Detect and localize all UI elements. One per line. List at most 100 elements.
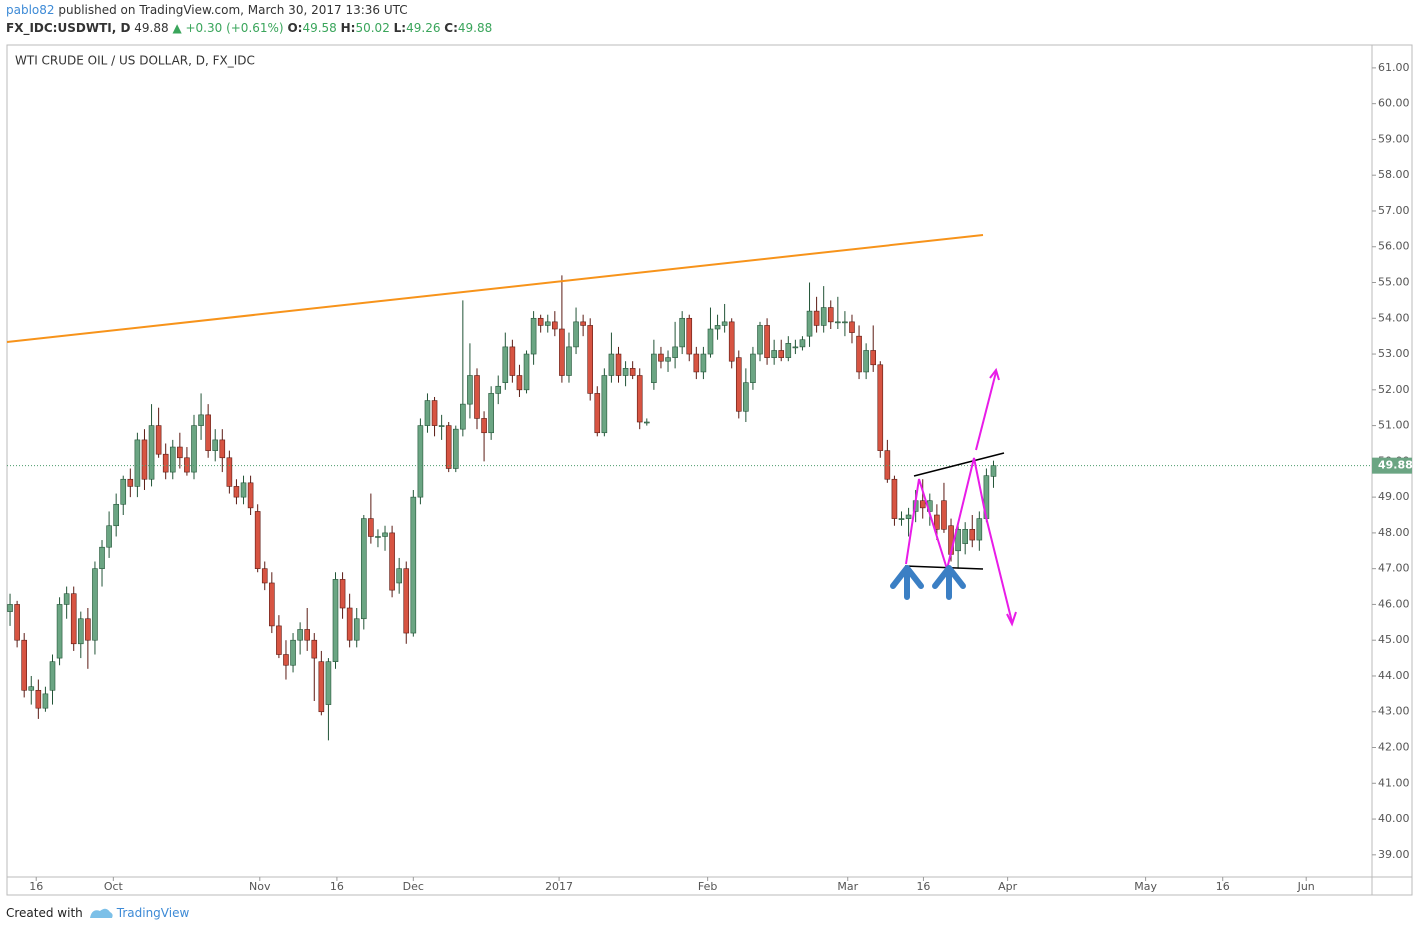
candle-body [877, 364, 884, 451]
candle-body [417, 425, 424, 498]
candle-body [396, 568, 402, 584]
candle-body [544, 321, 551, 326]
candle-body [516, 375, 523, 391]
candle-body [665, 357, 671, 362]
c: C: [444, 21, 458, 35]
x-tick-label: 16 [916, 880, 930, 893]
y-tick-label: 60.00 [1378, 97, 1410, 110]
candle-body [177, 446, 183, 459]
candle-body [375, 536, 381, 538]
candle-body [92, 568, 98, 641]
footer: Created with TradingView [6, 906, 189, 920]
candle-body [785, 343, 792, 358]
candle-body [941, 500, 947, 530]
y-tick-label: 49.00 [1378, 490, 1410, 503]
candle-body [955, 529, 961, 552]
change: ▲ +0.30 (+0.61%) [172, 21, 284, 35]
candle-body [488, 393, 494, 434]
y-tick-label: 56.00 [1378, 240, 1410, 253]
candle-body [898, 518, 905, 520]
candle-body [297, 629, 303, 641]
candle-body [905, 514, 912, 519]
candle-body [184, 457, 190, 473]
candle-body [467, 375, 473, 405]
candle-body [403, 568, 410, 634]
candle-body [707, 328, 714, 355]
candle-body [205, 414, 211, 451]
candle-body [806, 310, 813, 337]
cv: 49.88 [457, 21, 493, 35]
candle-body [934, 514, 940, 530]
candle-body [990, 465, 997, 477]
candle-body [233, 486, 240, 498]
candle-body [587, 325, 594, 394]
candle-body [594, 393, 601, 434]
candle-body [42, 693, 49, 709]
x-tick-label: Oct [104, 880, 124, 893]
candle-body [523, 353, 530, 391]
candle-body [56, 604, 63, 659]
candle-body [389, 532, 395, 591]
candle-body [247, 482, 254, 509]
candle-body [460, 403, 466, 430]
ov: 49.58 [302, 21, 337, 35]
candle-body [162, 453, 169, 473]
candle-body [750, 353, 756, 383]
candle-body [891, 478, 898, 519]
h: H: [340, 21, 356, 35]
frame [6, 44, 1413, 896]
candle-body [325, 661, 332, 705]
o: O: [287, 21, 303, 35]
candle-body [318, 661, 325, 713]
y-tick-label: 55.00 [1378, 276, 1410, 289]
candle-body [382, 532, 388, 537]
candle-body [28, 686, 35, 691]
candle-body [778, 350, 785, 358]
candle-body [63, 593, 70, 605]
symbol-line: FX_IDC:USDWTI, D 49.88 ▲ +0.30 (+0.61%) … [6, 21, 492, 35]
candle-body [7, 604, 13, 612]
candle-body [438, 425, 445, 427]
candle-body [495, 385, 502, 394]
y-tick-label: 42.00 [1378, 741, 1410, 754]
candle-body [21, 639, 27, 691]
candle-body [700, 353, 707, 373]
candle-body [771, 350, 777, 358]
y-tick-label: 51.00 [1378, 419, 1410, 432]
candle-body [615, 353, 622, 376]
x-tick-label: Dec [403, 880, 424, 893]
candle-body [212, 439, 219, 451]
candle-body [863, 350, 869, 373]
brand[interactable]: TradingView [116, 906, 190, 920]
candle-body [629, 368, 636, 376]
candle-body [14, 604, 20, 641]
candle-body [849, 321, 855, 333]
x-tick-label: Jun [1297, 880, 1315, 893]
candle-body [283, 654, 289, 666]
candle-body [290, 639, 296, 666]
candle-body [856, 335, 862, 373]
candle-body [261, 568, 268, 584]
candle-body [481, 418, 487, 434]
candle-body [240, 482, 247, 498]
author[interactable]: pablo82 [6, 3, 55, 17]
candle-body [49, 661, 56, 691]
l: L: [393, 21, 407, 35]
candle-body [99, 546, 105, 569]
candle-body [714, 325, 721, 330]
candle-body [672, 346, 678, 358]
y-tick-label: 46.00 [1378, 597, 1410, 610]
candle-body [106, 525, 112, 548]
candle-body [226, 457, 233, 487]
candle-body [757, 325, 763, 355]
candle-body [644, 421, 650, 424]
candle-body [552, 321, 558, 330]
candle-body [85, 618, 91, 641]
last-price-box [1372, 457, 1412, 474]
candle-body [276, 625, 282, 655]
candle-body [410, 496, 417, 634]
candle-body [799, 339, 806, 348]
candle-body [311, 639, 318, 659]
arrowhead [1006, 611, 1017, 627]
